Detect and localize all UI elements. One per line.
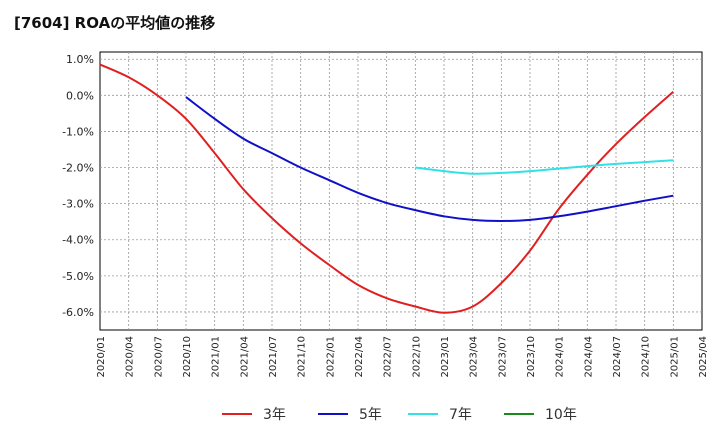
legend-label-3: 7年 [449,407,472,423]
chart-title: [7604] ROAの平均値の推移 [14,14,216,32]
x-tick-label: 2023/10 [526,336,537,378]
x-tick-label: 2020/04 [125,336,136,378]
series-line-1 [99,63,674,314]
x-tick-label: 2021/04 [239,336,250,378]
x-tick-label: 2024/04 [583,336,594,378]
x-tick-label: 2023/04 [469,336,480,378]
y-tick-label: -2.0% [62,162,94,175]
x-tick-label: 2022/07 [383,336,394,378]
x-tick-label: 2023/07 [497,336,508,378]
x-tick-label: 2020/07 [153,336,164,378]
y-tick-label: 0.0% [66,89,94,102]
x-tick-label: 2025/01 [669,336,680,378]
y-tick-label: -5.0% [62,270,94,283]
x-tick-label: 2024/07 [612,336,623,378]
x-tick-label: 2020/10 [182,336,193,378]
y-tick-label: -1.0% [62,125,94,138]
x-tick-label: 2022/10 [411,336,422,378]
y-tick-label: 1.0% [66,53,94,66]
series-line-2 [185,96,674,223]
series-line-3 [415,159,674,175]
x-tick-label: 2020/01 [96,336,107,378]
y-tick-label: -4.0% [62,234,94,247]
y-tick-label: -6.0% [62,306,94,319]
x-tick-label: 2024/10 [641,336,652,378]
legend-label-4: 10年 [545,407,577,423]
x-tick-label: 2025/04 [698,336,709,378]
x-tick-label: 2023/01 [440,336,451,378]
x-tick-label: 2024/01 [555,336,566,378]
x-tick-label: 2021/01 [211,336,222,378]
plot-area [99,51,703,331]
legend-label-1: 3年 [263,407,286,423]
x-tick-label: 2021/07 [268,336,279,378]
y-tick-label: -3.0% [62,198,94,211]
x-tick-label: 2022/01 [325,336,336,378]
x-tick-label: 2022/04 [354,336,365,378]
legend-label-2: 5年 [359,407,382,423]
x-tick-label: 2021/10 [297,336,308,378]
